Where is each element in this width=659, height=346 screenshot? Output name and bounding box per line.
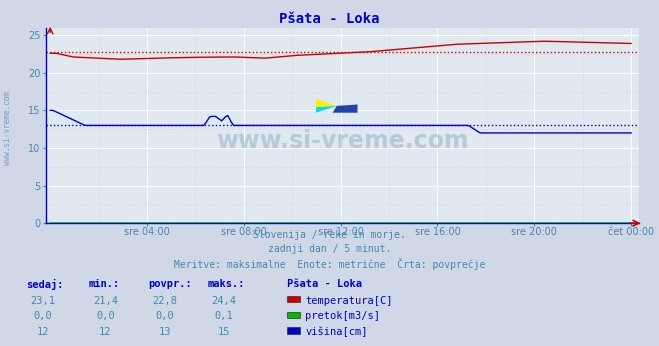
Text: Slovenija / reke in morje.: Slovenija / reke in morje. — [253, 230, 406, 240]
Polygon shape — [316, 99, 337, 107]
Text: 13: 13 — [159, 327, 171, 337]
Text: Pšata - Loka: Pšata - Loka — [287, 279, 362, 289]
Text: 0,1: 0,1 — [215, 311, 233, 321]
Text: 12: 12 — [37, 327, 49, 337]
Polygon shape — [333, 104, 357, 113]
Text: povpr.:: povpr.: — [148, 279, 192, 289]
Text: 0,0: 0,0 — [96, 311, 115, 321]
Text: 15: 15 — [218, 327, 230, 337]
Text: 22,8: 22,8 — [152, 296, 177, 306]
Text: 0,0: 0,0 — [156, 311, 174, 321]
Text: višina[cm]: višina[cm] — [305, 327, 368, 337]
Text: 12: 12 — [100, 327, 111, 337]
Text: sedaj:: sedaj: — [26, 279, 64, 290]
Text: www.si-vreme.com: www.si-vreme.com — [216, 129, 469, 153]
Polygon shape — [316, 106, 337, 113]
Text: 21,4: 21,4 — [93, 296, 118, 306]
Text: Pšata - Loka: Pšata - Loka — [279, 12, 380, 26]
Text: min.:: min.: — [89, 279, 120, 289]
Text: Meritve: maksimalne  Enote: metrične  Črta: povprečje: Meritve: maksimalne Enote: metrične Črta… — [174, 258, 485, 270]
Text: maks.:: maks.: — [208, 279, 245, 289]
Text: temperatura[C]: temperatura[C] — [305, 296, 393, 306]
Text: 24,4: 24,4 — [212, 296, 237, 306]
Text: pretok[m3/s]: pretok[m3/s] — [305, 311, 380, 321]
Text: zadnji dan / 5 minut.: zadnji dan / 5 minut. — [268, 244, 391, 254]
Text: 23,1: 23,1 — [30, 296, 55, 306]
Text: 0,0: 0,0 — [34, 311, 52, 321]
Text: www.si-vreme.com: www.si-vreme.com — [3, 91, 13, 165]
